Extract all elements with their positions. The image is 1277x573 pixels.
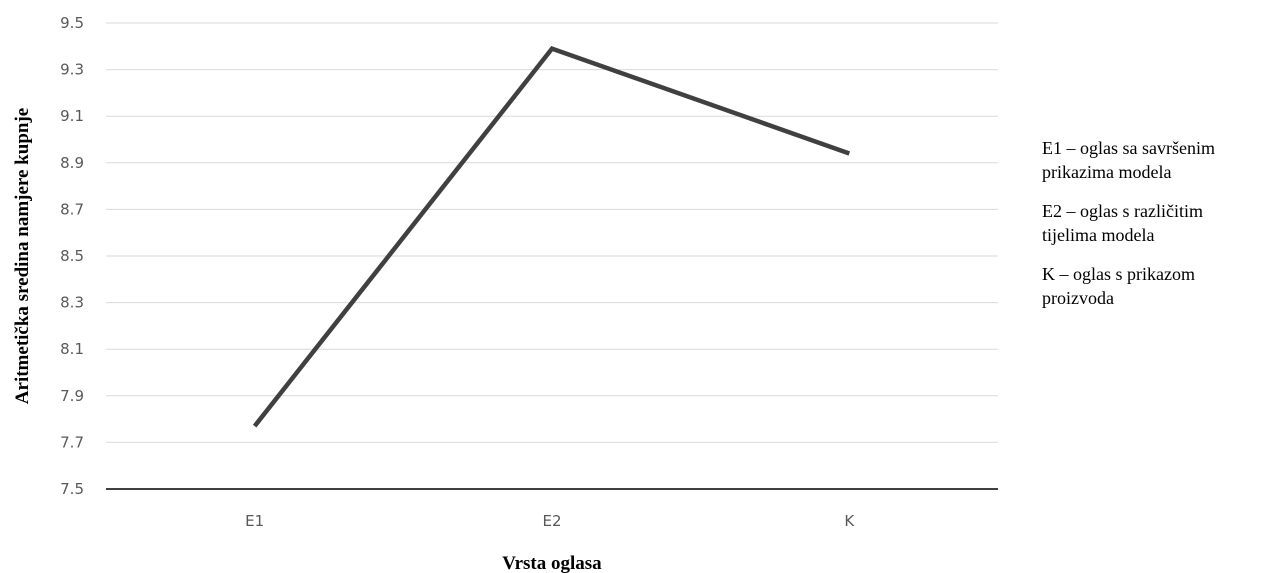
y-tick-label: 7.7 <box>60 433 84 451</box>
y-tick-label: 8.9 <box>60 154 84 172</box>
x-axis-title: Vrsta oglasa <box>502 553 602 573</box>
y-axis-title: Aritmetička sredina namjere kupnje <box>12 108 33 404</box>
legend-entry-line: proizvoda <box>1042 288 1114 308</box>
x-tick-label: E2 <box>542 512 561 530</box>
y-tick-label: 8.3 <box>60 294 84 312</box>
series-layer <box>252 45 851 428</box>
x-tick-label: E1 <box>245 512 264 530</box>
legend-entry-k: K – oglas s prikazom proizvoda <box>1042 262 1277 310</box>
legend-entry-line: K – oglas s prikazom <box>1042 264 1195 284</box>
y-tick-label: 9.3 <box>60 61 84 79</box>
x-tick-label: K <box>844 512 855 530</box>
legend-entry-line: prikazima modela <box>1042 162 1172 182</box>
y-tick-label: 8.5 <box>60 247 84 265</box>
gridlines <box>106 22 998 443</box>
y-tick-label: 8.7 <box>60 200 84 218</box>
y-axis-ticks: 7.5 7.7 7.9 8.1 8.3 8.5 8.7 8.9 9.1 9.3 9.5 <box>60 14 84 498</box>
legend-entry-line: E2 – oglas s različitim <box>1042 201 1203 221</box>
y-tick-label: 9.5 <box>60 14 84 32</box>
legend-entry-e2: E2 – oglas s različitim tijelima modela <box>1042 199 1277 247</box>
y-tick-label: 8.1 <box>60 340 84 358</box>
legend-entry-e1: E1 – oglas sa savršenim prikazima modela <box>1042 136 1277 184</box>
y-tick-label: 9.1 <box>60 107 84 125</box>
y-tick-label: 7.5 <box>60 480 84 498</box>
series-line <box>252 45 851 428</box>
x-axis-ticks: E1 E2 K <box>245 512 855 530</box>
legend-entry-line: E1 – oglas sa savršenim <box>1042 138 1215 158</box>
y-tick-label: 7.9 <box>60 387 84 405</box>
legend-entry-line: tijelima modela <box>1042 225 1155 245</box>
legend: E1 – oglas sa savršenim prikazima modela… <box>1042 136 1277 325</box>
